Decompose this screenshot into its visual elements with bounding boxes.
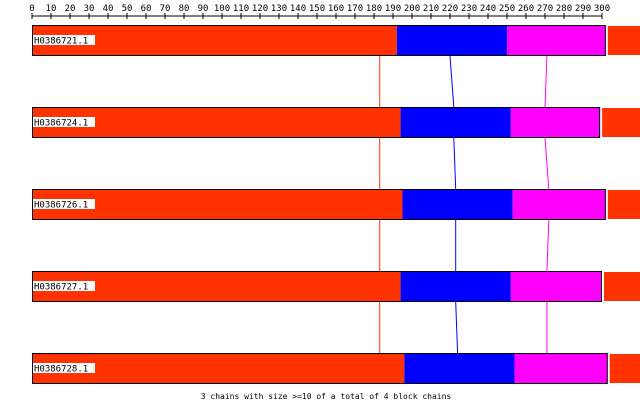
ruler-tick-label: 110 bbox=[233, 4, 249, 14]
block-2 bbox=[402, 189, 513, 220]
ruler-tick-label: 30 bbox=[84, 4, 95, 14]
sequence-label: H0386724.1 bbox=[34, 119, 88, 129]
overflow-segment bbox=[604, 272, 640, 301]
block-3 bbox=[510, 107, 601, 138]
sequence-outline bbox=[32, 271, 602, 302]
ruler-tick-label: 140 bbox=[290, 4, 306, 14]
block-2 bbox=[400, 107, 511, 138]
sequence-label: H0386721.1 bbox=[34, 37, 88, 47]
sequence-outline bbox=[32, 189, 606, 220]
block3-connector bbox=[546, 219, 550, 272]
sequence-row: H0386728.1 bbox=[32, 353, 640, 384]
overflow-segment bbox=[602, 108, 640, 137]
sequence-row: H0386726.1 bbox=[32, 189, 640, 220]
block-3 bbox=[514, 353, 608, 384]
sequence-row: H0386724.1 bbox=[32, 107, 640, 138]
ruler-tick-label: 80 bbox=[179, 4, 190, 14]
ruler-tick-label: 170 bbox=[347, 4, 363, 14]
ruler-tick-label: 300 bbox=[594, 4, 610, 14]
ruler-tick-label: 150 bbox=[309, 4, 325, 14]
ruler-tick-label: 0 bbox=[29, 4, 34, 14]
block3-connector bbox=[544, 55, 548, 108]
block-2 bbox=[404, 353, 515, 384]
ruler-tick-label: 270 bbox=[537, 4, 553, 14]
ruler-tick-label: 220 bbox=[442, 4, 458, 14]
chain-summary-caption: 3 chains with size >=10 of a total of 4 … bbox=[200, 392, 452, 401]
ruler-tick-label: 190 bbox=[385, 4, 401, 14]
ruler-tick-label: 130 bbox=[271, 4, 287, 14]
ruler-tick-label: 180 bbox=[366, 4, 382, 14]
block-3 bbox=[507, 25, 606, 56]
ruler-tick-label: 20 bbox=[65, 4, 76, 14]
overflow-segment bbox=[607, 26, 640, 55]
block-3 bbox=[512, 189, 606, 220]
sequence-label-bg bbox=[33, 281, 95, 291]
block3-connector bbox=[544, 137, 550, 190]
sequence-outline bbox=[32, 107, 601, 138]
ruler-tick-label: 250 bbox=[499, 4, 515, 14]
ruler-tick-label: 90 bbox=[198, 4, 209, 14]
position-ruler: 0 10 20 30 40 50 60 70 80 90 100 110 120 130 140 150 160… bbox=[29, 4, 610, 19]
ruler-tick-label: 50 bbox=[122, 4, 133, 14]
block-3 bbox=[510, 271, 602, 302]
ruler-tick-label: 260 bbox=[518, 4, 534, 14]
sequence-row: H0386727.1 bbox=[32, 271, 640, 302]
block-2 bbox=[400, 271, 511, 302]
ruler-tick-label: 40 bbox=[103, 4, 114, 14]
ruler-tick-label: 120 bbox=[252, 4, 268, 14]
ruler-tick-label: 100 bbox=[214, 4, 230, 14]
ruler-tick-label: 230 bbox=[461, 4, 477, 14]
ruler-tick-label: 240 bbox=[480, 4, 496, 14]
chain-connectors bbox=[379, 55, 550, 354]
block2-connector bbox=[449, 55, 455, 108]
sequence-label: H0386727.1 bbox=[34, 283, 88, 293]
sequence-label-bg bbox=[33, 363, 95, 373]
sequence-label: H0386726.1 bbox=[34, 201, 88, 211]
block-2 bbox=[396, 25, 507, 56]
ruler-tick-label: 200 bbox=[404, 4, 420, 14]
sequence-outline bbox=[32, 353, 608, 384]
ruler-tick-label: 160 bbox=[328, 4, 344, 14]
block2-connector bbox=[455, 301, 459, 354]
overflow-segment bbox=[607, 190, 640, 219]
ruler-tick-label: 10 bbox=[46, 4, 57, 14]
sequence-row: H0386721.1 bbox=[32, 25, 640, 56]
block2-connector bbox=[453, 137, 457, 190]
ruler-tick-label: 70 bbox=[160, 4, 171, 14]
ruler-tick-label: 280 bbox=[556, 4, 572, 14]
sequence-label-bg bbox=[33, 35, 95, 45]
ruler-tick-label: 60 bbox=[141, 4, 152, 14]
sequence-outline bbox=[32, 25, 606, 56]
sequence-label-bg bbox=[33, 117, 95, 127]
sequence-rows: H0386721.1 H0386724.1 H0386726.1 H0386727.1… bbox=[32, 25, 640, 384]
overflow-segment bbox=[609, 354, 640, 383]
sequence-label: H0386728.1 bbox=[34, 365, 88, 375]
ruler-tick-label: 210 bbox=[423, 4, 439, 14]
ruler-tick-label: 290 bbox=[575, 4, 591, 14]
sequence-label-bg bbox=[33, 199, 95, 209]
